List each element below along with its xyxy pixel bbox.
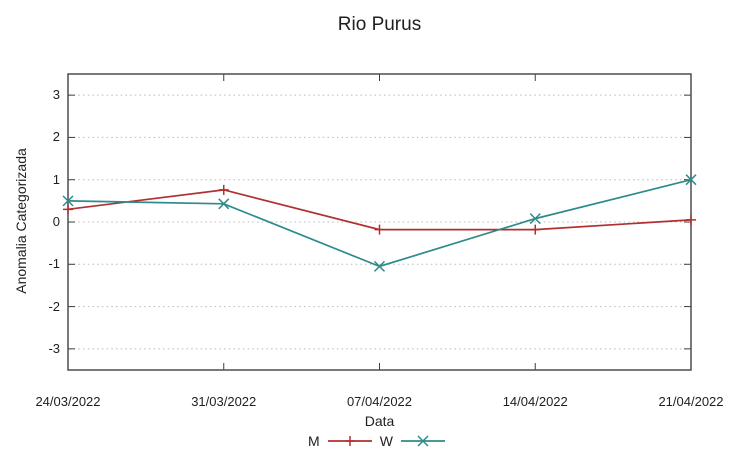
- legend-label-w: W: [379, 433, 393, 449]
- x-tick-label: 21/04/2022: [658, 394, 724, 409]
- cross-marker-icon: [218, 198, 230, 210]
- y-tick-label: -3: [48, 340, 60, 356]
- cross-marker-icon: [685, 174, 697, 186]
- y-tick-label: -2: [48, 298, 60, 314]
- plus-marker-icon: [530, 224, 541, 235]
- series-line-M: [67, 188, 692, 231]
- x-tick-label: 31/03/2022: [191, 394, 257, 409]
- legend-label-m: M: [308, 433, 320, 449]
- series-W: [62, 174, 697, 272]
- y-tick-label: 3: [52, 87, 60, 103]
- cross-marker-icon: [373, 260, 386, 272]
- x-tick-label: 14/04/2022: [502, 394, 568, 409]
- plus-marker-icon: [63, 204, 73, 215]
- plus-marker-icon: [218, 184, 229, 195]
- y-tick-label: 0: [52, 214, 60, 229]
- x-tick-label: 24/03/2022: [35, 394, 101, 409]
- cross-marker-icon: [417, 435, 429, 447]
- plus-marker-icon: [686, 214, 696, 225]
- cross-marker-icon: [62, 195, 74, 207]
- y-tick-label: 2: [52, 129, 60, 145]
- legend-line-sample-m-icon: [327, 436, 372, 446]
- x-axis-label: Data: [364, 413, 395, 429]
- x-tick-label: 07/04/2022: [346, 394, 413, 409]
- y-tick-label: 1: [52, 171, 60, 187]
- series-M: [63, 184, 696, 235]
- legend-line-sample-w-icon: [400, 435, 445, 447]
- plus-marker-icon: [344, 436, 355, 446]
- y-tick-label: -1: [48, 256, 60, 272]
- cross-marker-icon: [529, 213, 541, 225]
- plus-marker-icon: [374, 224, 385, 235]
- chart-title: Rio Purus: [337, 14, 422, 35]
- legend: M W: [0, 431, 753, 451]
- series-line-W: [67, 178, 692, 268]
